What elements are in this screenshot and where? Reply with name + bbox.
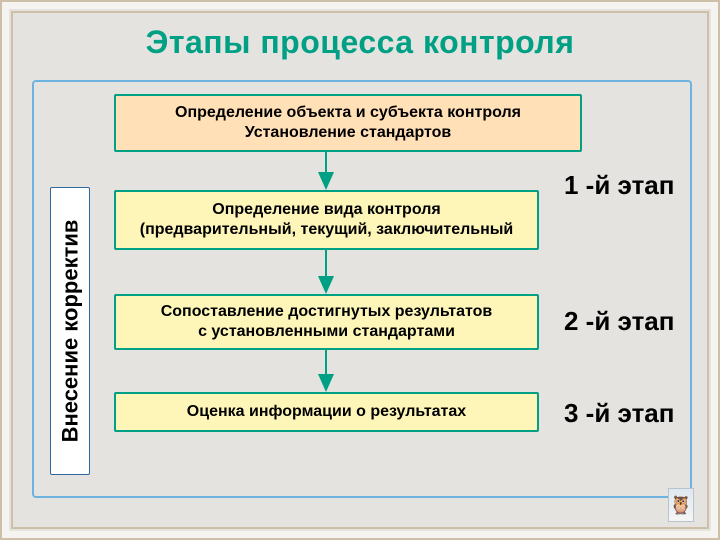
box-evaluation: Оценка информации о результатах xyxy=(114,392,539,432)
box-line: Определение вида контроля xyxy=(126,200,527,220)
content-frame: Внесение корректив Определение объекта и… xyxy=(32,80,692,498)
slide: Этапы процесса контроля Внесение коррект… xyxy=(0,0,720,540)
box-line: (предварительный, текущий, заключительны… xyxy=(126,220,527,240)
arrow-stem xyxy=(325,250,327,278)
box-line: с установленными стандартами xyxy=(126,322,527,342)
stage-tag-2: 2 -й этап xyxy=(564,306,674,337)
box-line: Оценка информации о результатах xyxy=(126,402,527,422)
stage-tag-3: 3 -й этап xyxy=(564,398,674,429)
arrow-down-icon xyxy=(318,172,334,190)
vertical-label: Внесение корректив xyxy=(57,220,83,443)
box-control-type: Определение вида контроля (предварительн… xyxy=(114,190,539,250)
arrow-down-icon xyxy=(318,374,334,392)
box-line: Определение объекта и субъекта контроля xyxy=(126,103,570,123)
vertical-label-box: Внесение корректив xyxy=(50,187,90,475)
arrow-stem xyxy=(325,350,327,376)
box-line: Сопоставление достигнутых результатов xyxy=(126,302,527,322)
arrow-down-icon xyxy=(318,276,334,294)
slide-title: Этапы процесса контроля xyxy=(2,24,718,61)
box-line: Установление стандартов xyxy=(126,123,570,143)
box-comparison: Сопоставление достигнутых результатов с … xyxy=(114,294,539,350)
owl-icon: 🦉 xyxy=(668,488,694,522)
arrow-stem xyxy=(325,152,327,174)
stage-tag-1: 1 -й этап xyxy=(564,170,674,201)
box-define-object: Определение объекта и субъекта контроля … xyxy=(114,94,582,152)
